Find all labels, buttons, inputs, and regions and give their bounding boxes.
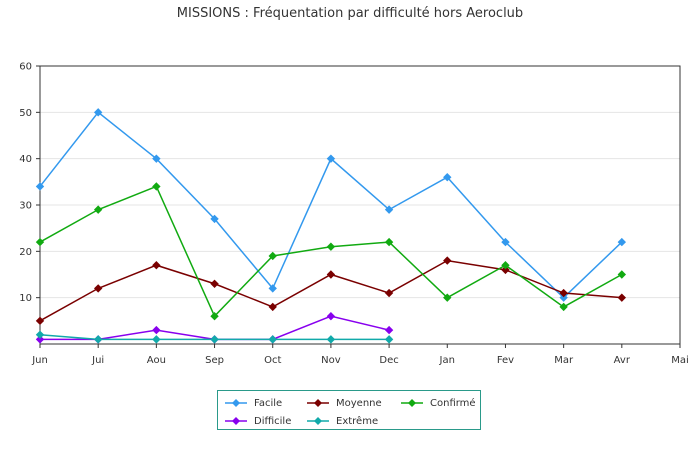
series-0 (35, 108, 627, 302)
data-point (93, 335, 103, 344)
y-tick-label: 20 (19, 247, 32, 258)
x-tick-label: Mai (671, 355, 689, 366)
data-point (443, 173, 452, 182)
legend-label: Moyenne (336, 397, 382, 409)
data-point (35, 316, 45, 326)
data-point (501, 237, 510, 247)
series-1 (35, 256, 627, 326)
data-point (210, 214, 219, 224)
data-point (443, 293, 452, 302)
x-tick-label: Nov (321, 355, 341, 366)
grid-layer (40, 65, 680, 299)
data-point (326, 154, 336, 163)
data-point (93, 284, 103, 293)
legend-label: Facile (254, 397, 283, 409)
data-point (443, 256, 452, 265)
data-point (326, 270, 336, 279)
data-point (152, 325, 161, 335)
x-tick-label: Aou (147, 355, 166, 366)
data-point (35, 330, 45, 339)
legend-item: Facile (224, 394, 282, 412)
data-point (559, 293, 568, 302)
x-tick-label: Dec (379, 355, 398, 366)
chart-title: MISSIONS : Fréquentation par difficulté … (176, 6, 524, 21)
data-point (268, 335, 277, 344)
data-point (152, 261, 161, 270)
data-point (617, 270, 627, 279)
data-point (384, 205, 394, 214)
data-point (559, 288, 568, 298)
axis-layer: 10 20 30 40 50 60 Jun Jui Aou Sep Oct Nov Dec Jan Fev M… (19, 62, 689, 367)
data-point (384, 288, 394, 298)
legend-marker-icon (307, 417, 329, 425)
data-point (617, 237, 627, 247)
legend-item: Confirmé (400, 394, 476, 412)
data-point (35, 335, 45, 344)
x-tick-label: Jun (31, 355, 48, 366)
data-point (268, 251, 277, 261)
data-point (501, 261, 510, 270)
x-tick-label: Oct (264, 355, 281, 366)
legend-item: Extrême (306, 412, 378, 430)
data-point (35, 237, 45, 247)
data-point (384, 335, 394, 344)
x-tick-label: Avr (614, 355, 631, 366)
y-tick-label: 40 (19, 154, 32, 165)
x-tick-label: Fev (497, 355, 514, 366)
legend-item: Moyenne (306, 394, 382, 412)
data-point (326, 335, 336, 344)
data-point (35, 182, 45, 191)
data-point (617, 293, 627, 302)
data-point (93, 205, 103, 214)
legend-marker-icon (225, 417, 247, 425)
data-point (93, 108, 103, 117)
legend-marker-icon (225, 399, 247, 407)
data-point (384, 325, 394, 335)
series-layer (35, 108, 627, 344)
data-point (210, 279, 219, 288)
series-4 (35, 330, 394, 344)
y-tick-label: 30 (19, 201, 32, 212)
y-tick-label: 50 (19, 108, 32, 119)
data-point (210, 335, 219, 344)
data-point (152, 154, 161, 163)
y-tick-label: 60 (19, 62, 32, 73)
x-tick-label: Jui (91, 355, 104, 366)
legend-marker-icon (307, 399, 329, 407)
legend: Facile Moyenne Confirmé Difficile Extrême (217, 390, 481, 430)
data-point (326, 242, 336, 251)
data-point (268, 284, 277, 293)
legend-label: Extrême (336, 415, 379, 427)
legend-item: Difficile (224, 412, 291, 430)
data-point (210, 312, 219, 321)
x-tick-label: Jan (439, 355, 455, 366)
data-point (384, 237, 394, 247)
data-point (152, 335, 161, 344)
legend-label: Confirmé (430, 397, 476, 409)
data-point (152, 182, 161, 191)
data-point (326, 312, 336, 321)
legend-marker-icon (401, 399, 423, 407)
y-tick-label: 10 (19, 293, 32, 304)
x-tick-label: Sep (205, 355, 224, 366)
series-2 (35, 182, 627, 321)
legend-label: Difficile (254, 415, 292, 427)
data-point (559, 302, 568, 312)
data-point (268, 302, 277, 312)
data-point (501, 265, 510, 275)
x-tick-label: Mar (554, 355, 574, 366)
